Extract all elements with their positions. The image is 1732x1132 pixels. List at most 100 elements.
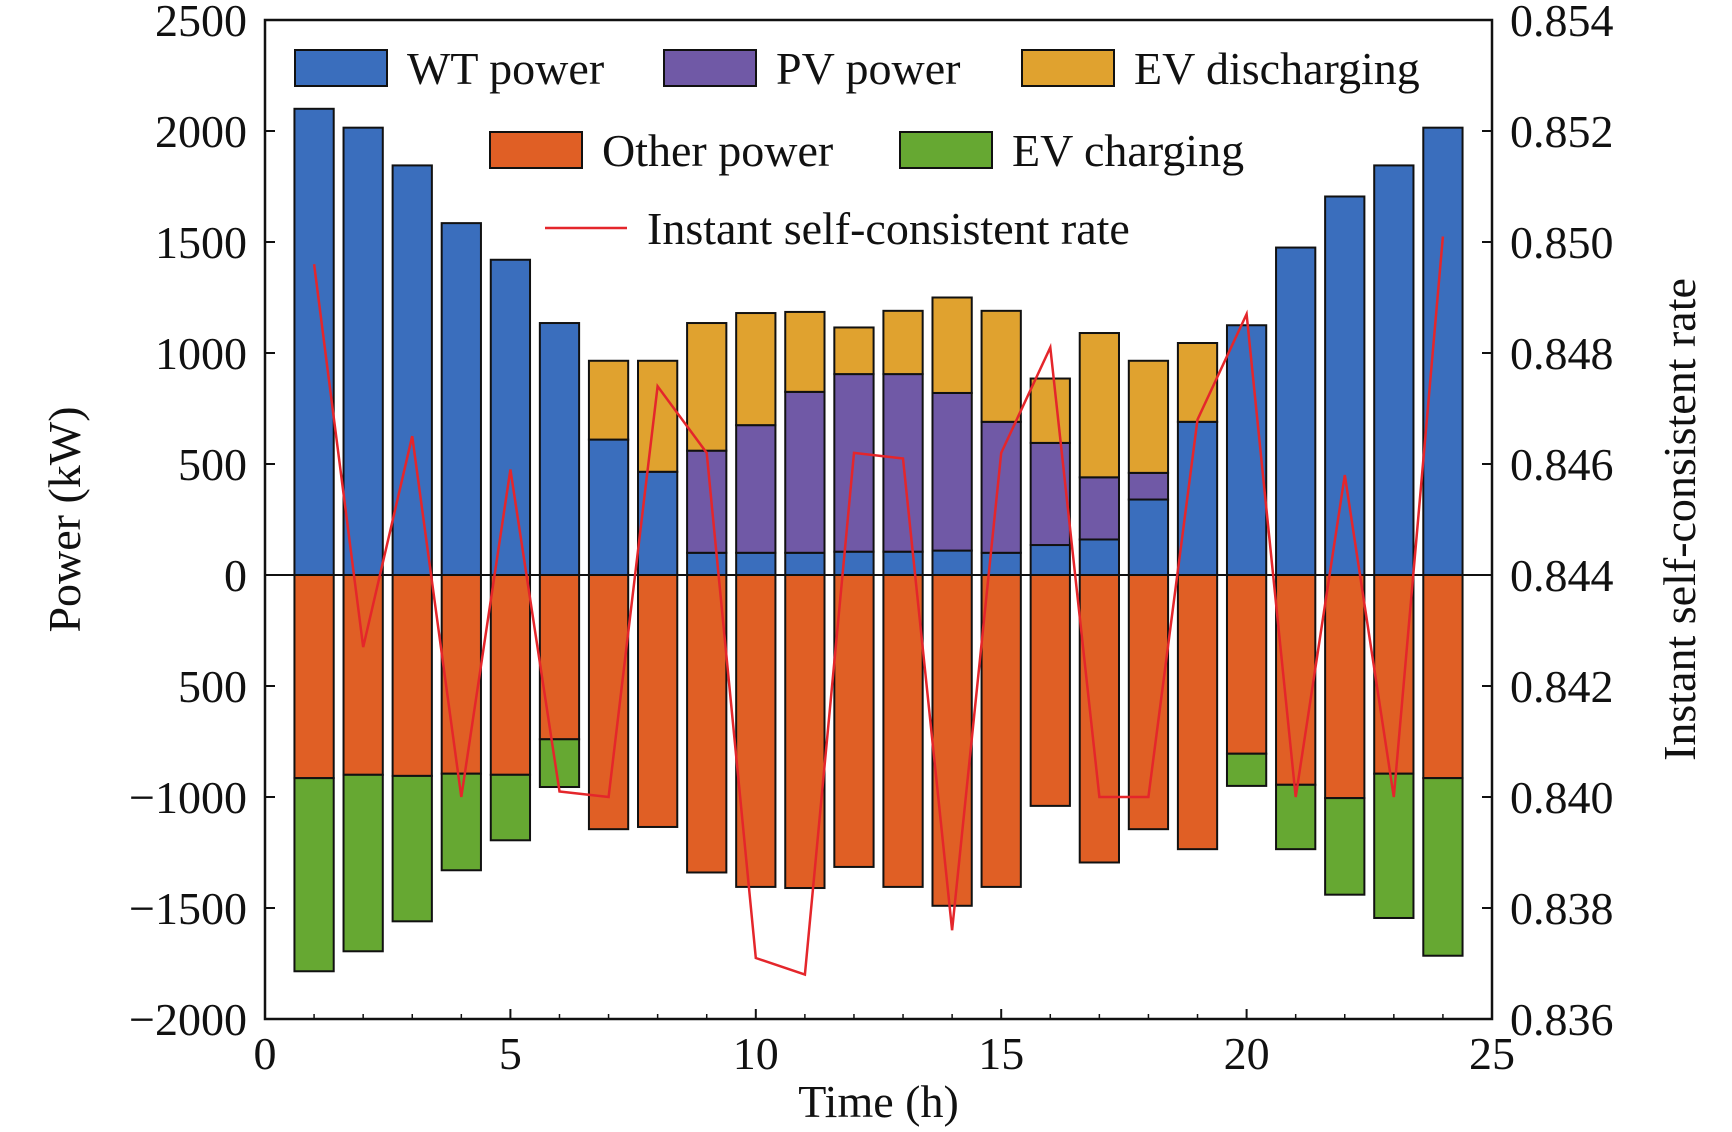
bar-wt-power-23 <box>1373 164 1415 576</box>
plot-frame <box>263 18 1494 1021</box>
bar-ev-discharging-13 <box>882 309 924 376</box>
legend-swatch-ev-discharging <box>1021 49 1115 87</box>
bar-wt-power-17 <box>1078 538 1120 576</box>
y2-tick-label-6: 0.848 <box>1510 328 1614 379</box>
x-tick-label-20: 20 <box>1224 1028 1270 1079</box>
bar-ev-discharging-12 <box>833 326 875 376</box>
bar-other-power-24 <box>1422 574 1464 780</box>
bar-ev-discharging-10 <box>735 312 777 427</box>
legend-item-wt-power: WT power <box>294 43 604 94</box>
bars-layer <box>293 107 1464 973</box>
bar-ev-discharging-19 <box>1176 342 1219 423</box>
x-tick-label-5: 5 <box>499 1028 522 1079</box>
y-tick-label-500: 500 <box>178 439 247 490</box>
y2-tick-label-5: 0.846 <box>1510 439 1614 490</box>
y-tick-label--2000: −2000 <box>129 994 247 1045</box>
bar-other-power-12 <box>833 574 875 868</box>
bar-ev-charging-20 <box>1225 752 1268 787</box>
bar-pv-power-18 <box>1127 471 1170 501</box>
legend: WT power PV power EV discharging Other powe… <box>294 43 1420 254</box>
bar-pv-power-11 <box>784 390 826 554</box>
bar-pv-power-15 <box>980 420 1022 554</box>
bar-other-power-20 <box>1225 574 1268 755</box>
legend-label-ev-charging: EV charging <box>1012 125 1244 176</box>
bar-ev-discharging-7 <box>587 359 630 441</box>
bar-other-power-3 <box>391 574 433 777</box>
bar-wt-power-15 <box>980 551 1022 576</box>
bar-wt-power-10 <box>735 551 777 576</box>
bar-wt-power-4 <box>440 222 482 576</box>
legend-swatch-other-power <box>489 131 583 169</box>
bar-wt-power-22 <box>1324 195 1366 577</box>
bar-wt-power-18 <box>1127 498 1170 576</box>
x-tick-label-15: 15 <box>978 1028 1024 1079</box>
y2-tick-label-7: 0.850 <box>1510 217 1614 268</box>
bar-ev-charging-23 <box>1373 772 1415 919</box>
bar-wt-power-9 <box>686 551 728 576</box>
legend-item-other-power: Other power <box>489 125 833 176</box>
legend-swatch-ev-charging <box>899 131 993 169</box>
x-axis-label: Time (h) <box>798 1076 959 1127</box>
y2-tick-label-3: 0.842 <box>1510 661 1614 712</box>
bar-wt-power-12 <box>833 550 875 577</box>
bar-other-power-1 <box>293 574 335 780</box>
bar-other-power-8 <box>637 574 679 828</box>
bar-wt-power-3 <box>391 164 433 576</box>
bar-wt-power-19 <box>1176 420 1219 576</box>
y-tick-label-1500: 1500 <box>155 217 247 268</box>
bar-other-power-21 <box>1275 574 1317 786</box>
bar-ev-charging-22 <box>1324 797 1366 896</box>
legend-item-ev-charging: EV charging <box>899 125 1244 176</box>
bar-other-power-5 <box>489 574 532 776</box>
bar-other-power-16 <box>1029 574 1071 807</box>
bar-wt-power-6 <box>538 322 581 576</box>
bar-ev-discharging-18 <box>1127 359 1170 474</box>
bar-wt-power-2 <box>342 126 384 576</box>
bar-wt-power-16 <box>1029 544 1071 577</box>
bar-other-power-17 <box>1078 574 1120 864</box>
rate-line-layer <box>312 236 1445 977</box>
bar-other-power-13 <box>882 574 924 888</box>
bar-other-power-19 <box>1176 574 1219 851</box>
bar-wt-power-24 <box>1422 126 1464 576</box>
bar-wt-power-14 <box>931 549 973 577</box>
y2-axis-label: Instant self-consistent rate <box>1654 278 1705 761</box>
bar-pv-power-10 <box>735 424 777 554</box>
bar-wt-power-8 <box>637 470 679 576</box>
y-tick-label--500: 500 <box>178 661 247 712</box>
y2-tick-label-8: 0.852 <box>1510 106 1614 157</box>
y2-tick-label-4: 0.844 <box>1510 550 1614 601</box>
legend-label-instant-self-consistent-rate: Instant self-consistent rate <box>647 203 1130 254</box>
bar-wt-power-13 <box>882 550 924 577</box>
bar-ev-charging-3 <box>391 774 433 923</box>
ticks-layer: 0 5 10 15 20 25 −2000 −1500 −1000 500 0 500 1000 1500… <box>129 0 1613 1079</box>
line-instant-self-consistent-rate <box>312 236 1445 977</box>
y-tick-label-2500: 2500 <box>155 0 247 46</box>
bar-other-power-6 <box>538 574 581 741</box>
bar-ev-charging-6 <box>538 738 581 789</box>
bar-other-power-2 <box>342 574 384 776</box>
y-axis-label: Power (kW) <box>39 406 90 632</box>
y-tick-label-0: 0 <box>224 550 247 601</box>
bar-other-power-15 <box>980 574 1022 888</box>
bar-ev-discharging-15 <box>980 309 1022 423</box>
bar-other-power-9 <box>686 574 728 874</box>
bar-other-power-4 <box>440 574 482 775</box>
legend-label-pv-power: PV power <box>776 43 960 94</box>
bar-ev-discharging-16 <box>1029 377 1071 444</box>
legend-swatch-pv-power <box>663 49 757 87</box>
bar-other-power-22 <box>1324 574 1366 800</box>
bar-ev-charging-5 <box>489 773 532 842</box>
legend-swatch-wt-power <box>294 49 388 87</box>
legend-item-ev-discharging: EV discharging <box>1021 43 1420 94</box>
bar-ev-discharging-8 <box>637 359 679 473</box>
bar-other-power-10 <box>735 574 777 888</box>
bar-wt-power-11 <box>784 551 826 576</box>
legend-label-wt-power: WT power <box>407 43 604 94</box>
legend-label-ev-discharging: EV discharging <box>1134 43 1420 94</box>
bar-ev-discharging-14 <box>931 296 973 394</box>
legend-item-instant-self-consistent-rate: Instant self-consistent rate <box>545 203 1130 254</box>
bar-ev-charging-2 <box>342 773 384 953</box>
